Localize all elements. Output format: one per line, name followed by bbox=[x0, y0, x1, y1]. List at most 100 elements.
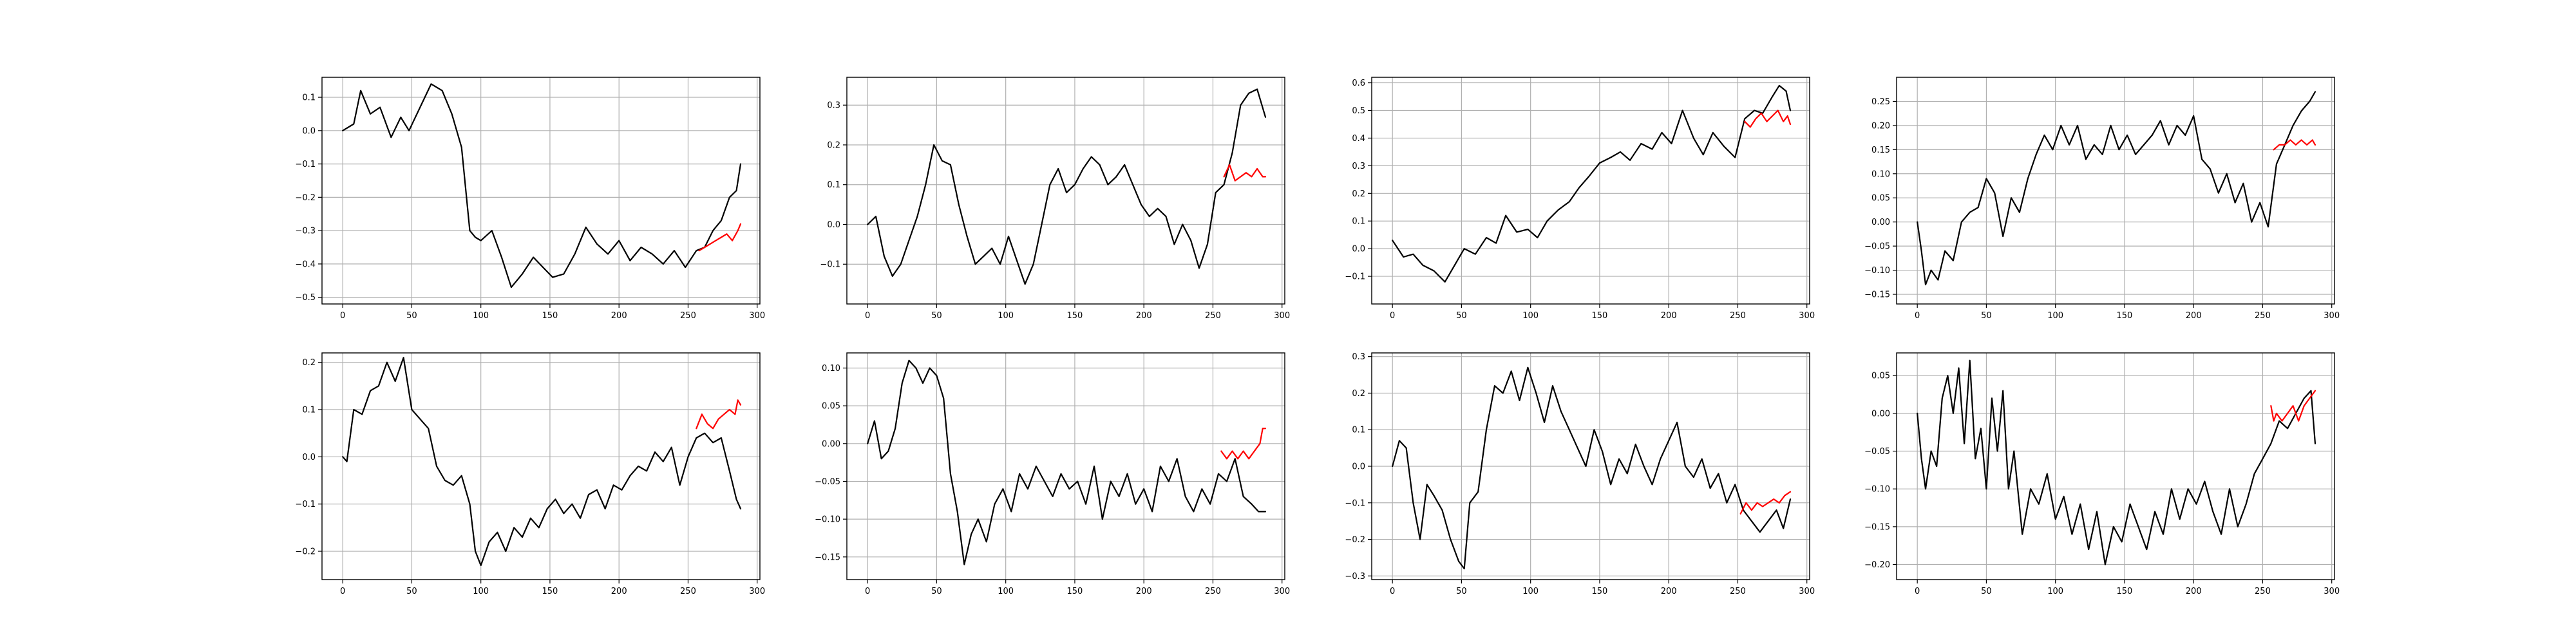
y-tick-label: −0.05 bbox=[1864, 447, 1890, 457]
x-tick-label: 300 bbox=[2324, 587, 2340, 596]
y-tick-label: 0.2 bbox=[1352, 389, 1365, 399]
x-tick-label: 300 bbox=[749, 311, 765, 321]
x-tick-label: 150 bbox=[542, 311, 558, 321]
axes-frame bbox=[846, 352, 1285, 580]
axes-frame bbox=[321, 77, 761, 305]
y-tick-label: −0.10 bbox=[1864, 266, 1890, 276]
x-tick-label: 0 bbox=[865, 311, 870, 321]
y-tick-label: 0.1 bbox=[827, 180, 840, 190]
forecast-series-line bbox=[696, 399, 742, 430]
x-tick-label: 50 bbox=[931, 311, 942, 321]
actual-series-line bbox=[1917, 359, 2316, 565]
x-tick-label: 100 bbox=[998, 587, 1014, 596]
forecast-series-line bbox=[2270, 390, 2316, 422]
forecast-series-line bbox=[1223, 164, 1267, 182]
x-tick-label: 50 bbox=[931, 587, 942, 596]
x-tick-label: 150 bbox=[2117, 311, 2133, 321]
x-tick-label: 200 bbox=[2186, 311, 2202, 321]
x-tick-label: 0 bbox=[1915, 311, 1920, 321]
y-tick-label: 0.05 bbox=[1871, 372, 1890, 381]
plot-area bbox=[1372, 77, 1810, 304]
y-tick-label: 0.3 bbox=[1352, 352, 1365, 362]
axes-frame bbox=[1896, 77, 2335, 305]
x-tick-label: 0 bbox=[1390, 587, 1395, 596]
x-tick-label: 250 bbox=[2255, 587, 2271, 596]
y-tick-label: 0.3 bbox=[827, 101, 840, 111]
x-tick-label: 150 bbox=[542, 587, 558, 596]
axes-frame bbox=[1371, 77, 1810, 305]
y-tick-label: 0.2 bbox=[302, 358, 316, 368]
x-tick-label: 100 bbox=[2047, 311, 2063, 321]
x-tick-label: 150 bbox=[1067, 311, 1083, 321]
y-tick-label: 0.1 bbox=[1352, 426, 1365, 435]
subplot-5: 0 50 100 150 200 250 300 −0.2 −0.1 0.0 0.1 0.2 bbox=[295, 352, 765, 596]
y-tick-label: −0.3 bbox=[295, 227, 316, 236]
y-tick-label: 0.10 bbox=[1871, 169, 1890, 179]
x-tick-label: 150 bbox=[2117, 587, 2133, 596]
y-tick-label: 0.0 bbox=[827, 220, 840, 230]
x-tick-label: 50 bbox=[1456, 587, 1467, 596]
x-tick-label: 0 bbox=[1915, 587, 1920, 596]
y-tick-label: 0.15 bbox=[1871, 146, 1890, 155]
actual-series-line bbox=[342, 357, 742, 567]
y-tick-label: −0.1 bbox=[1345, 272, 1365, 282]
y-tick-label: 0.4 bbox=[1352, 134, 1365, 144]
y-tick-label: −0.10 bbox=[1864, 485, 1890, 495]
plot-area bbox=[847, 353, 1285, 580]
y-tick-label: 0.5 bbox=[1352, 106, 1365, 116]
forecast-series-line bbox=[1220, 428, 1267, 460]
subplot-4: 0 50 100 150 200 250 300 −0.15 −0.10 −0.05 0.00 0.0… bbox=[1864, 77, 2340, 321]
x-tick-label: 0 bbox=[340, 587, 345, 596]
x-tick-label: 300 bbox=[1274, 311, 1290, 321]
x-tick-label: 200 bbox=[1661, 587, 1677, 596]
x-tick-label: 0 bbox=[340, 311, 345, 321]
x-tick-label: 50 bbox=[1981, 311, 1992, 321]
x-tick-label: 200 bbox=[1661, 311, 1677, 321]
forecast-series-line bbox=[1744, 109, 1792, 128]
x-tick-label: 150 bbox=[1592, 587, 1608, 596]
x-tick-label: 250 bbox=[680, 311, 696, 321]
axes-frame bbox=[321, 352, 761, 580]
x-tick-label: 50 bbox=[406, 587, 417, 596]
actual-series-line bbox=[867, 88, 1267, 285]
x-tick-label: 250 bbox=[1205, 587, 1221, 596]
forecast-series-line bbox=[2273, 139, 2316, 151]
plot-area bbox=[1897, 77, 2334, 304]
subplot-2: 0 50 100 150 200 250 300 −0.1 0.0 0.1 0.2 0.3 bbox=[820, 77, 1290, 321]
x-tick-label: 300 bbox=[1799, 587, 1815, 596]
forecast-series-line bbox=[1739, 491, 1792, 515]
y-tick-label: 0.1 bbox=[302, 406, 316, 415]
y-tick-label: 0.3 bbox=[1352, 162, 1365, 171]
y-tick-label: −0.1 bbox=[295, 160, 316, 169]
x-tick-label: 50 bbox=[1456, 311, 1467, 321]
actual-series-line bbox=[1392, 84, 1792, 283]
forecast-series-line bbox=[698, 223, 742, 252]
y-tick-label: 0.1 bbox=[302, 93, 316, 103]
x-tick-label: 300 bbox=[749, 587, 765, 596]
y-tick-label: −0.1 bbox=[295, 500, 316, 509]
subplot-6: 0 50 100 150 200 250 300 −0.15 −0.10 −0.05 0.00 0.0… bbox=[815, 352, 1290, 596]
y-tick-label: 0.0 bbox=[1352, 462, 1365, 472]
y-tick-label: −0.15 bbox=[1864, 522, 1890, 532]
y-tick-label: −0.2 bbox=[1345, 535, 1365, 545]
x-tick-label: 0 bbox=[1390, 311, 1395, 321]
y-tick-label: 0.05 bbox=[822, 402, 840, 412]
x-tick-label: 100 bbox=[1522, 311, 1539, 321]
x-tick-label: 150 bbox=[1067, 587, 1083, 596]
x-tick-label: 250 bbox=[1730, 311, 1746, 321]
y-tick-label: 0.00 bbox=[1871, 218, 1890, 227]
x-tick-label: 200 bbox=[1136, 587, 1152, 596]
plot-area bbox=[322, 353, 760, 580]
x-tick-label: 100 bbox=[1522, 587, 1539, 596]
x-tick-label: 300 bbox=[2324, 311, 2340, 321]
y-tick-label: 0.6 bbox=[1352, 79, 1365, 88]
y-tick-label: 0.00 bbox=[1871, 409, 1890, 419]
x-tick-label: 100 bbox=[473, 311, 489, 321]
actual-series-line bbox=[342, 83, 742, 289]
actual-series-line bbox=[867, 359, 1267, 565]
y-tick-label: 0.05 bbox=[1871, 194, 1890, 204]
x-tick-label: 50 bbox=[406, 311, 417, 321]
y-tick-label: −0.20 bbox=[1864, 560, 1890, 570]
y-tick-label: 0.0 bbox=[302, 126, 316, 136]
subplot-7: 0 50 100 150 200 250 300 −0.3 −0.2 −0.1 0.0 0.1 0.2 0… bbox=[1345, 352, 1815, 596]
